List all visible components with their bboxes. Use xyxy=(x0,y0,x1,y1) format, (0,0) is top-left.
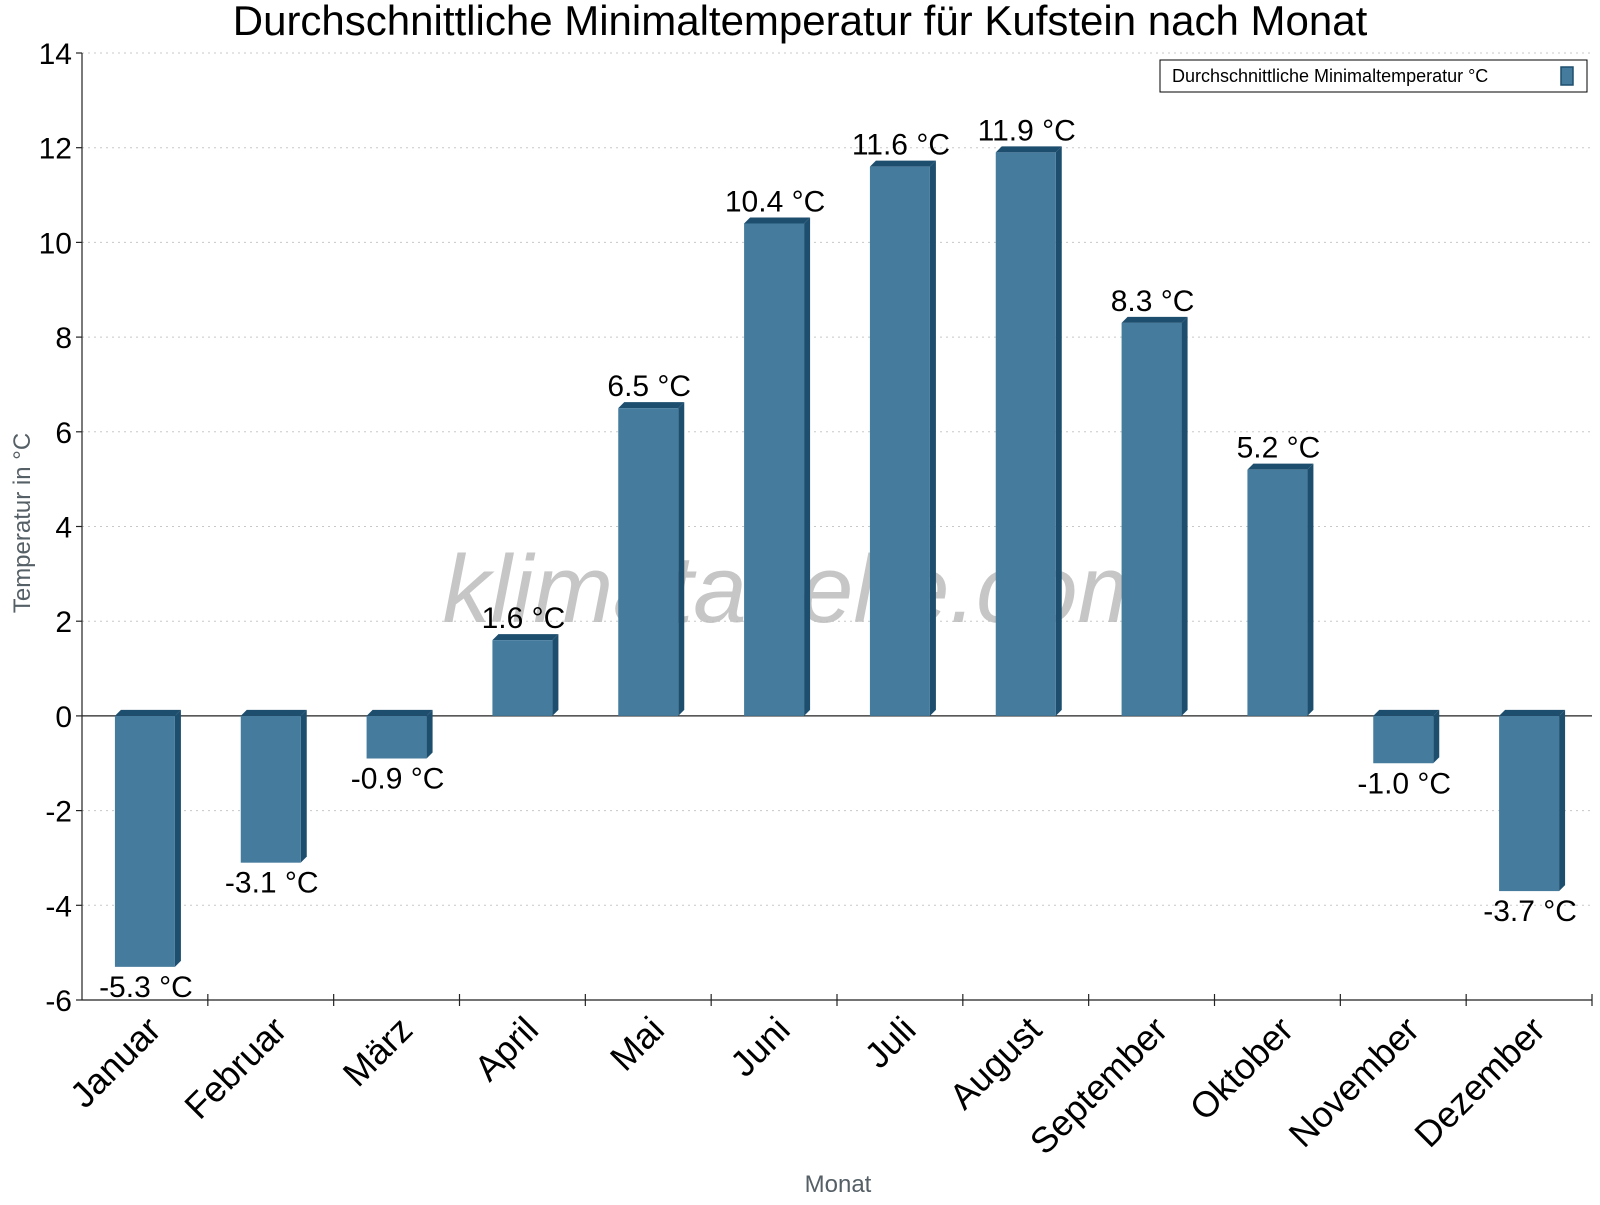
bar-group xyxy=(240,709,307,863)
data-label: -3.7 °C xyxy=(1483,895,1577,928)
data-label: -1.0 °C xyxy=(1357,767,1451,800)
bar-side xyxy=(1433,709,1440,764)
bar-side xyxy=(1559,709,1566,892)
bar xyxy=(744,223,805,716)
bar-top xyxy=(744,217,811,224)
x-tick-label: Dezember xyxy=(1406,1009,1552,1155)
data-label: 11.9 °C xyxy=(978,114,1076,147)
bar-top xyxy=(1247,463,1314,470)
legend-label: Durchschnittliche Minimaltemperatur °C xyxy=(1172,66,1488,86)
bar-side xyxy=(1055,146,1062,716)
y-tick-label: 12 xyxy=(39,133,72,166)
x-tick-labels: Januar Februar März April Mai Juni Juli AugustS… xyxy=(62,1009,1553,1163)
bars xyxy=(114,146,1566,967)
bar xyxy=(114,715,175,967)
y-tick-label: 0 xyxy=(55,701,72,734)
x-tick-label: November xyxy=(1280,1009,1426,1155)
bar-top xyxy=(618,402,685,409)
bar-group xyxy=(869,160,936,716)
y-axis-title: Temperatur in °C xyxy=(9,433,36,613)
x-axis-title: Monat xyxy=(805,1171,872,1198)
y-tick-label: 6 xyxy=(55,417,72,450)
y-tick-label: -6 xyxy=(45,985,72,1018)
bar-side xyxy=(426,709,433,759)
bar xyxy=(1373,715,1434,764)
chart-title: Durchschnittliche Minimaltemperatur für … xyxy=(233,0,1368,44)
x-tick-label: August xyxy=(941,1009,1049,1117)
bar-top xyxy=(492,634,559,641)
bar xyxy=(1499,715,1560,892)
y-tick-label: 10 xyxy=(39,227,72,260)
data-label: 8.3 °C xyxy=(1111,285,1195,318)
x-tick-label: Januar xyxy=(62,1009,169,1116)
data-label: 5.2 °C xyxy=(1237,432,1321,465)
y-tick-labels: -6 -4 -2 0 2 4 6 8 10 12 14 xyxy=(39,38,72,1018)
x-tick-label: April xyxy=(466,1009,546,1089)
bar-top xyxy=(366,709,433,716)
bar-top xyxy=(1499,709,1566,716)
bar xyxy=(995,152,1056,716)
bar xyxy=(869,166,930,716)
bar-group xyxy=(618,402,685,716)
bar-side xyxy=(174,709,181,967)
bar-side xyxy=(1307,463,1314,716)
y-tick-label: -2 xyxy=(45,796,72,829)
bar-side xyxy=(552,634,559,716)
bar xyxy=(1121,322,1182,716)
bar-top xyxy=(1121,316,1188,323)
bar xyxy=(492,640,553,716)
data-label: -3.1 °C xyxy=(225,867,319,900)
legend: Durchschnittliche Minimaltemperatur °C xyxy=(1159,59,1588,93)
bar-side xyxy=(929,160,936,716)
y-tick-label: -4 xyxy=(45,890,72,923)
bar-top xyxy=(995,146,1062,153)
x-tick-label: Februar xyxy=(176,1009,294,1127)
bar-side xyxy=(804,217,811,716)
bar-group xyxy=(1499,709,1566,892)
y-tick-label: 4 xyxy=(55,512,72,545)
data-label: 10.4 °C xyxy=(725,185,825,218)
bar xyxy=(240,715,301,863)
x-tick-label: September xyxy=(1022,1009,1176,1163)
bar-group xyxy=(1247,463,1314,716)
x-tick-label: Oktober xyxy=(1182,1009,1302,1129)
bar xyxy=(1247,469,1308,716)
grid xyxy=(82,52,1592,1001)
y-tick-label: 8 xyxy=(55,322,72,355)
data-labels: -5.3 °C -3.1 °C -0.9 °C 1.6 °C 6.5 °C 10.4 °C… xyxy=(99,114,1577,1003)
data-label: -0.9 °C xyxy=(351,763,445,796)
x-tick-label: Juni xyxy=(722,1009,798,1085)
legend-box xyxy=(1159,59,1588,93)
data-label: -5.3 °C xyxy=(99,971,193,1004)
bar-group xyxy=(492,634,559,716)
bar-top xyxy=(869,160,936,167)
y-tick-label: 2 xyxy=(55,606,72,639)
data-label: 11.6 °C xyxy=(852,129,950,162)
bar-group xyxy=(366,709,433,759)
bar-top xyxy=(114,709,181,716)
bar-side xyxy=(1181,316,1188,716)
bar-group xyxy=(995,146,1062,716)
bar-group xyxy=(1373,709,1440,764)
bar-group xyxy=(744,217,811,716)
axes xyxy=(76,52,1593,1006)
bar-group xyxy=(114,709,181,967)
x-tick-label: Mai xyxy=(602,1009,672,1079)
bar-side xyxy=(678,402,685,716)
x-tick-label: März xyxy=(335,1009,421,1095)
legend-swatch xyxy=(1560,66,1574,86)
bar xyxy=(618,408,679,716)
data-label: 6.5 °C xyxy=(607,370,691,403)
bar-group xyxy=(1121,316,1188,716)
bar xyxy=(366,715,427,759)
y-tick-label: 14 xyxy=(39,38,72,71)
x-tick-label: Juli xyxy=(856,1009,923,1076)
bar-top xyxy=(240,709,307,716)
bar-top xyxy=(1373,709,1440,716)
bar-side xyxy=(300,709,307,863)
data-label: 1.6 °C xyxy=(482,602,566,635)
